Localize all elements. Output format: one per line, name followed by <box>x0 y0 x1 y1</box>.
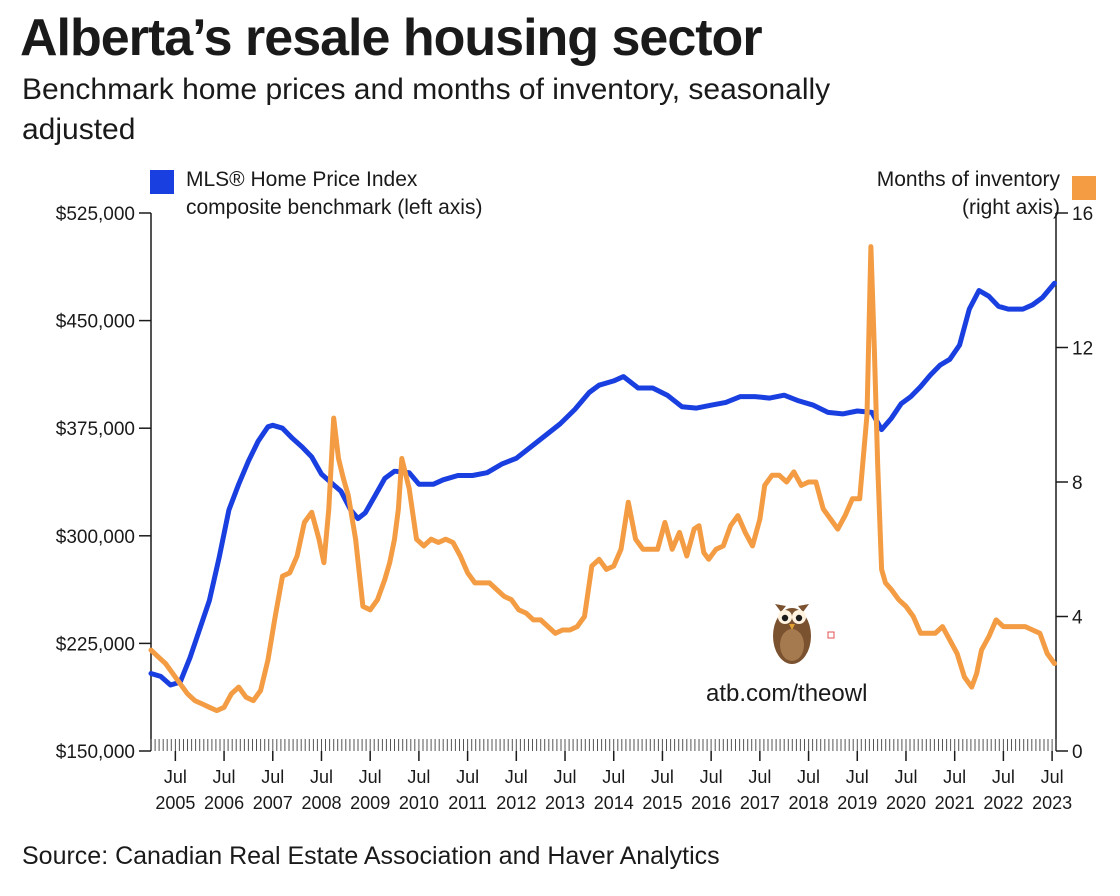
price-index-line <box>148 280 1057 688</box>
x-tick-year: 2005 <box>155 793 195 813</box>
x-tick-month: Jul <box>164 767 187 787</box>
x-tick-year: 2022 <box>983 793 1023 813</box>
legend-inventory: Months of inventory (right axis) <box>876 166 1096 222</box>
x-tick-year: 2012 <box>496 793 536 813</box>
x-tick-month: Jul <box>261 767 284 787</box>
x-tick-month: Jul <box>992 767 1015 787</box>
right-tick-label: 16 <box>1072 204 1093 225</box>
x-tick-year: 2008 <box>301 793 341 813</box>
right-tick-label: 8 <box>1072 473 1083 494</box>
x-tick-month: Jul <box>846 767 869 787</box>
right-tick-label: 0 <box>1072 742 1083 763</box>
legend-price-line2: composite benchmark (left axis) <box>186 196 483 219</box>
x-tick-month: Jul <box>213 767 236 787</box>
price-swatch <box>150 170 174 194</box>
x-tick-month: Jul <box>310 767 333 787</box>
left-tick-label: $375,000 <box>56 419 135 440</box>
x-tick-year: 2018 <box>789 793 829 813</box>
right-tick-label: 12 <box>1072 339 1093 360</box>
months-of-inventory-line <box>148 244 1057 714</box>
x-tick-month: Jul <box>1041 767 1064 787</box>
x-tick-year: 2006 <box>204 793 244 813</box>
x-tick-month: Jul <box>407 767 430 787</box>
x-tick-month: Jul <box>797 767 820 787</box>
x-minor-ticks <box>150 739 1057 751</box>
x-tick-year: 2021 <box>935 793 975 813</box>
x-tick-month: Jul <box>359 767 382 787</box>
left-tick-label: $525,000 <box>56 204 135 225</box>
x-tick-year: 2015 <box>642 793 682 813</box>
x-tick-year: 2016 <box>691 793 731 813</box>
x-tick-month: Jul <box>554 767 577 787</box>
right-tick-label: 4 <box>1072 608 1083 629</box>
inventory-swatch <box>1072 176 1096 200</box>
left-tick-label: $450,000 <box>56 312 135 333</box>
left-tick-label: $300,000 <box>56 527 135 548</box>
x-tick-year: 2011 <box>448 793 487 813</box>
legend-inventory-line2: (right axis) <box>961 196 1060 219</box>
x-tick-year: 2007 <box>253 793 293 813</box>
x-tick-year: 2023 <box>1032 793 1072 813</box>
left-tick-label: $225,000 <box>56 634 135 655</box>
x-tick-year: 2014 <box>594 793 634 813</box>
x-tick-year: 2017 <box>740 793 780 813</box>
left-tick-label: $150,000 <box>56 742 135 763</box>
chart-title: Alberta’s resale housing sector <box>20 9 763 67</box>
owl-logo-icon <box>773 604 835 664</box>
legend-inventory-line1: Months of inventory <box>876 168 1060 191</box>
x-tick-month: Jul <box>651 767 674 787</box>
x-tick-year: 2019 <box>837 793 877 813</box>
x-tick-month: Jul <box>456 767 479 787</box>
x-tick-month: Jul <box>943 767 966 787</box>
owl-url[interactable]: atb.com/theowl <box>706 680 868 707</box>
x-tick-month: Jul <box>505 767 528 787</box>
x-tick-month: Jul <box>602 767 625 787</box>
source-note: Source: Canadian Real Estate Association… <box>22 842 720 870</box>
chart-subtitle: Benchmark home prices and months of inve… <box>22 73 831 146</box>
x-tick-month: Jul <box>748 767 771 787</box>
x-tick-year: 2020 <box>886 793 926 813</box>
x-tick-year: 2010 <box>399 793 439 813</box>
legend-price-line1: MLS® Home Price Index <box>186 168 418 191</box>
legend-price: MLS® Home Price Index composite benchmar… <box>150 166 482 222</box>
x-tick-year: 2009 <box>350 793 390 813</box>
x-tick-month: Jul <box>894 767 917 787</box>
x-tick-month: Jul <box>700 767 723 787</box>
x-tick-year: 2013 <box>545 793 585 813</box>
